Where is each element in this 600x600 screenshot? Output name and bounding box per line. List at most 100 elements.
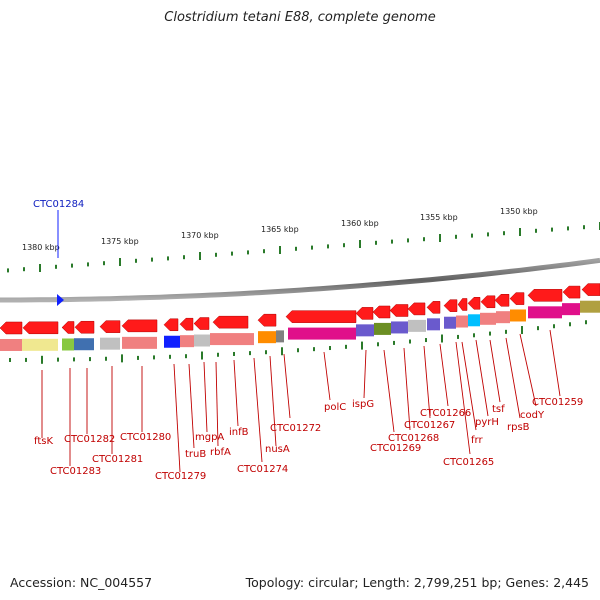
gene-tick (329, 346, 331, 351)
scale-tick (295, 246, 297, 251)
scale-tick (151, 257, 153, 262)
scale-label: 1350 kbp (500, 207, 538, 216)
scale-tick (103, 261, 105, 266)
gene-label[interactable]: infB (229, 427, 249, 438)
gene-arrow[interactable] (99, 320, 121, 333)
gene-label[interactable]: tsf (492, 404, 505, 415)
scale-label: 1365 kbp (261, 225, 299, 234)
gene-label[interactable]: CTC01279 (155, 471, 206, 482)
gene-arrow[interactable] (163, 318, 179, 332)
gene-tick (457, 334, 459, 339)
gene-tick (9, 357, 11, 362)
gene-arrow[interactable] (527, 289, 563, 302)
gene-label[interactable]: ftsK (34, 436, 53, 447)
gene-label[interactable]: CTC01268 (388, 433, 439, 444)
gene-tick (585, 320, 587, 325)
gene-label[interactable]: CTC01281 (92, 454, 143, 465)
gene-tick (169, 354, 171, 359)
gene-arrow[interactable] (179, 317, 194, 331)
cog-segment (22, 338, 58, 351)
gene-label[interactable]: mgpA (195, 432, 224, 443)
scale-tick (71, 263, 73, 268)
gene-arrow[interactable] (581, 283, 600, 296)
gene-label[interactable]: CTC01267 (404, 420, 455, 431)
cog-segment (62, 338, 74, 351)
gene-arrow[interactable] (562, 285, 581, 299)
gene-arrow[interactable] (457, 298, 468, 311)
label-leader (461, 341, 477, 431)
cog-segment (180, 335, 194, 348)
gene-arrow[interactable] (467, 297, 481, 310)
gene-label[interactable]: nusA (265, 444, 290, 455)
gene-arrow[interactable] (0, 321, 23, 335)
gene-label[interactable]: CTC01274 (237, 464, 288, 475)
label-leader (203, 361, 208, 433)
gene-tick (233, 351, 235, 356)
label-leader (423, 345, 431, 419)
gene-label[interactable]: CTC01283 (50, 466, 101, 477)
gene-arrow[interactable] (74, 320, 95, 334)
gene-arrow[interactable] (22, 321, 59, 335)
scale-label: 1380 kbp (22, 243, 60, 252)
scale-tick (247, 250, 249, 255)
gene-arrow[interactable] (480, 295, 496, 309)
gene-label[interactable]: CTC01282 (64, 434, 115, 445)
scale-tick (279, 246, 281, 254)
scale-tick (231, 251, 233, 256)
gene-arrow[interactable] (389, 304, 409, 317)
gene-arrow[interactable] (443, 299, 458, 312)
gene-arrow[interactable] (355, 307, 374, 320)
gene-label[interactable]: polC (324, 402, 346, 413)
scale-tick (471, 233, 473, 238)
gene-arrow[interactable] (494, 294, 510, 307)
label-leader (519, 333, 537, 407)
gene-arrow[interactable] (285, 310, 357, 323)
gene-tick (377, 342, 379, 347)
scale-tick (135, 258, 137, 263)
gene-label[interactable]: CTC01269 (370, 443, 421, 454)
gene-label[interactable]: CTC01280 (120, 432, 171, 443)
label-leader (269, 355, 277, 447)
label-leader (439, 343, 449, 407)
gene-tick (281, 347, 283, 356)
gene-label[interactable]: CTC01259 (532, 397, 583, 408)
gene-label[interactable]: rpsB (507, 422, 530, 433)
label-leader (403, 347, 411, 431)
scale-tick (327, 244, 329, 249)
gene-arrow[interactable] (509, 292, 525, 305)
scale-tick (551, 227, 553, 232)
gene-label[interactable]: pyrH (475, 417, 499, 428)
gene-arrow[interactable] (426, 301, 441, 314)
cog-segment (456, 315, 468, 328)
gene-label[interactable]: CTC01265 (443, 457, 494, 468)
selected-gene-label[interactable]: CTC01284 (33, 199, 84, 210)
selection-marker[interactable] (57, 294, 64, 306)
gene-tick (521, 326, 523, 335)
gene-arrow[interactable] (121, 319, 158, 333)
cog-segment (164, 335, 180, 348)
gene-arrow[interactable] (61, 321, 75, 334)
gene-tick (249, 351, 251, 356)
label-leader (549, 329, 561, 397)
gene-label[interactable]: CTC01272 (270, 423, 321, 434)
gene-arrow[interactable] (372, 305, 391, 319)
cog-segment (580, 300, 600, 313)
cog-segment (391, 321, 408, 334)
cog-segment (356, 324, 374, 337)
scale-tick (503, 231, 505, 236)
gene-label[interactable]: rbfA (210, 447, 231, 458)
gene-arrow[interactable] (212, 315, 249, 329)
scale-tick (183, 255, 185, 260)
scale-tick (407, 238, 409, 243)
gene-arrow[interactable] (257, 313, 277, 327)
gene-arrow[interactable] (407, 302, 426, 316)
label-leader (283, 353, 291, 419)
gene-label[interactable]: codY (520, 410, 545, 421)
gene-label[interactable]: truB (185, 449, 206, 460)
gene-label[interactable]: CTC01266 (420, 408, 471, 419)
gene-label[interactable]: frr (471, 435, 483, 446)
gene-label[interactable]: ispG (352, 399, 374, 410)
cog-segment (408, 319, 426, 332)
gene-arrow[interactable] (193, 317, 210, 330)
label-leader (323, 351, 331, 401)
